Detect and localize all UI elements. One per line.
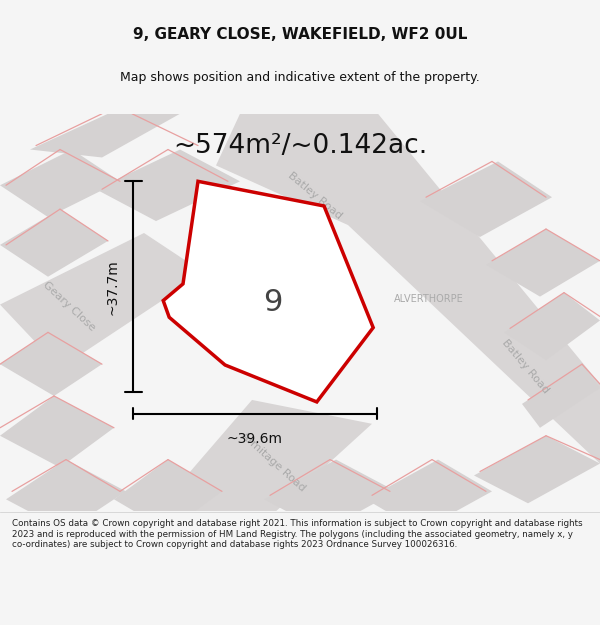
Polygon shape xyxy=(486,229,600,297)
Text: Geary Close: Geary Close xyxy=(41,280,97,333)
Text: 9, GEARY CLOSE, WAKEFIELD, WF2 0UL: 9, GEARY CLOSE, WAKEFIELD, WF2 0UL xyxy=(133,27,467,42)
Polygon shape xyxy=(522,364,600,428)
Polygon shape xyxy=(0,332,102,396)
Text: Armitage Road: Armitage Road xyxy=(239,430,307,493)
Polygon shape xyxy=(114,459,222,531)
Polygon shape xyxy=(264,459,396,531)
Text: ~37.7m: ~37.7m xyxy=(105,259,119,314)
Polygon shape xyxy=(0,233,204,368)
Text: Map shows position and indicative extent of the property.: Map shows position and indicative extent… xyxy=(120,71,480,84)
Polygon shape xyxy=(0,396,114,468)
Polygon shape xyxy=(366,459,492,531)
Text: ~574m²/~0.142ac.: ~574m²/~0.142ac. xyxy=(173,132,427,159)
Text: 9: 9 xyxy=(263,288,283,317)
Polygon shape xyxy=(96,149,240,221)
Polygon shape xyxy=(0,149,120,217)
Text: ~39.6m: ~39.6m xyxy=(227,432,283,446)
Polygon shape xyxy=(163,181,373,402)
Polygon shape xyxy=(0,209,108,277)
Polygon shape xyxy=(420,161,552,237)
Polygon shape xyxy=(216,114,600,464)
Polygon shape xyxy=(6,459,126,531)
Polygon shape xyxy=(474,436,600,503)
Polygon shape xyxy=(156,400,372,511)
Text: ALVERTHORPE: ALVERTHORPE xyxy=(394,294,464,304)
Text: Batley Road: Batley Road xyxy=(286,170,344,221)
Text: Contains OS data © Crown copyright and database right 2021. This information is : Contains OS data © Crown copyright and d… xyxy=(12,519,583,549)
Text: Batley Road: Batley Road xyxy=(500,338,550,395)
Polygon shape xyxy=(504,292,600,360)
Polygon shape xyxy=(30,114,180,158)
